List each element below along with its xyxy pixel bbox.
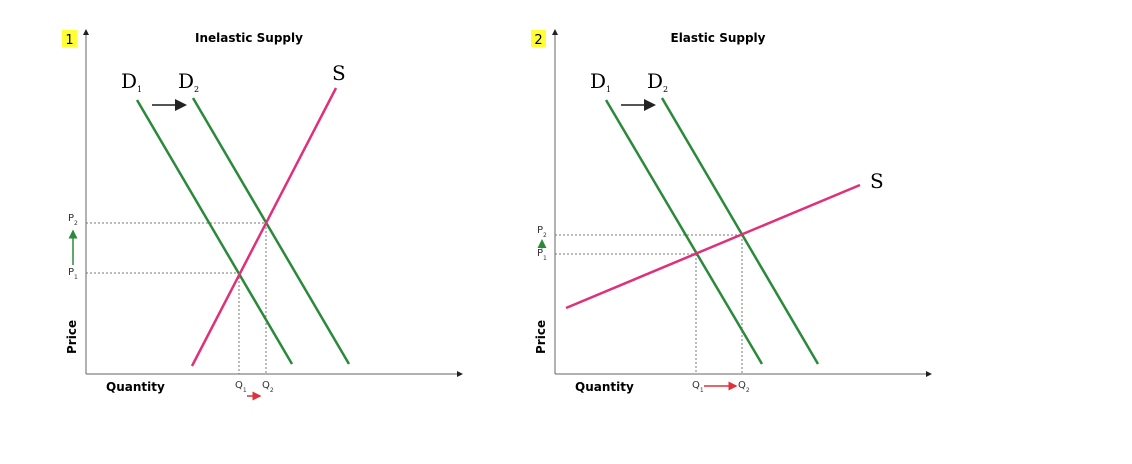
price-2-label-sub: 2 [543,232,547,239]
price-1-label: P1 [68,267,78,281]
x-axis-label: Quantity [106,380,165,394]
demand-1-label: D1 [590,69,611,94]
quantity-2-label-sub: 2 [746,387,750,394]
quantity-2-label-letter: Q [262,380,270,391]
demand-1-label-sub: 1 [606,85,611,94]
demand-2-label-letter: D [178,69,194,93]
supply-curve [565,183,861,310]
price-2-label: P2 [68,213,78,227]
demand-1-curve [135,99,294,365]
price-2-label-letter: P [537,225,543,236]
demand-1-label-sub: 1 [137,85,142,94]
panel-number: 1 [65,33,73,48]
demand-2-label: D2 [178,69,199,94]
x-axis-label: Quantity [575,380,634,394]
quantity-2-label: Q2 [738,380,750,394]
demand-1-label-letter: D [121,69,137,93]
price-1-label: P1 [537,248,547,262]
quantity-2-label-sub: 2 [270,387,274,394]
panel-title: Elastic Supply [671,31,766,45]
quantity-1-label-letter: Q [235,380,243,391]
quantity-1-label-letter: Q [692,380,700,391]
panel-number: 2 [534,33,542,48]
quantity-2-label-letter: Q [738,380,746,391]
y-axis-label: Price [65,320,79,354]
number-badge [531,30,546,47]
y-axis-label: Price [534,320,548,354]
quantity-1-label-sub: 1 [700,387,704,394]
demand-1-curve [604,99,764,365]
number-badge [62,30,77,47]
supply-label: S [332,61,346,85]
price-1-label-sub: 1 [543,255,547,262]
price-1-label-sub: 1 [74,274,78,281]
demand-2-label-sub: 2 [194,85,199,94]
price-2-label-letter: P [68,213,74,224]
quantity-1-label: Q1 [235,380,247,394]
supply-label: S [870,169,884,193]
supply-curve [190,87,338,367]
demand-2-label-letter: D [647,69,663,93]
demand-2-label-sub: 2 [663,85,668,94]
demand-1-label-letter: D [590,69,606,93]
panel-title: Inelastic Supply [195,31,303,45]
demand-1-label: D1 [121,69,142,94]
price-2-label-sub: 2 [74,220,78,227]
price-1-label-letter: P [537,248,543,259]
demand-2-label: D2 [647,69,668,94]
price-1-label-letter: P [68,267,74,278]
quantity-2-label: Q2 [262,380,274,394]
quantity-1-label: Q1 [692,380,704,394]
price-2-label: P2 [537,225,547,239]
demand-2-curve [191,97,351,365]
quantity-1-label-sub: 1 [243,387,247,394]
demand-2-curve [660,97,820,365]
